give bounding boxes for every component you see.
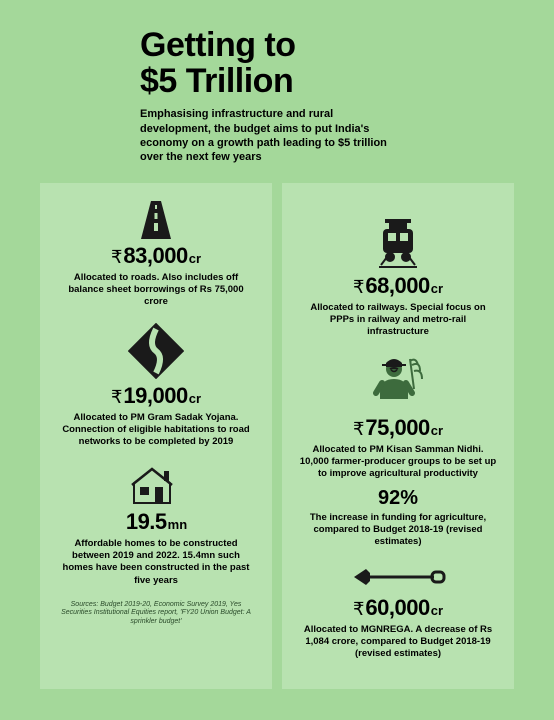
page-subtitle: Emphasising infrastructure and rural dev… (140, 107, 400, 164)
percent-description: The increase in funding for agriculture,… (298, 512, 498, 549)
amount-unit: cr (189, 391, 201, 406)
item-description: Allocated to PM Kisan Samman Nidhi. 10,0… (298, 444, 498, 481)
rupee-symbol: ₹ (111, 247, 122, 268)
rupee-symbol: ₹ (353, 277, 364, 298)
left-column: ₹ 83,000 cr Allocated to roads. Also inc… (40, 183, 272, 689)
percent-value: 92% (298, 487, 498, 510)
item-description: Allocated to railways. Special focus on … (298, 302, 498, 339)
amount-unit: cr (189, 251, 201, 266)
rupee-symbol: ₹ (353, 599, 364, 620)
roads-item: ₹ 83,000 cr Allocated to roads. Also inc… (56, 197, 256, 309)
amount-value: 83,000 (123, 243, 187, 269)
item-description: Allocated to roads. Also includes off ba… (56, 272, 256, 309)
amount-value: 75,000 (365, 415, 429, 441)
amount-value: 60,000 (365, 595, 429, 621)
road-icon (56, 197, 256, 239)
rupee-symbol: ₹ (111, 387, 122, 408)
diamond-road-icon (56, 323, 256, 379)
house-icon (56, 463, 256, 505)
amount-value: 19.5 (126, 509, 167, 535)
page-title: Getting to $5 Trillion (140, 28, 514, 99)
pmgsy-item: ₹ 19,000 cr Allocated to PM Gram Sadak Y… (56, 323, 256, 449)
item-description: Allocated to PM Gram Sadak Yojana. Conne… (56, 412, 256, 449)
content-columns: ₹ 83,000 cr Allocated to roads. Also inc… (40, 183, 514, 689)
housing-item: 19.5 mn Affordable homes to be construct… (56, 463, 256, 587)
rupee-symbol: ₹ (353, 419, 364, 440)
item-description: Affordable homes to be constructed betwe… (56, 538, 256, 587)
amount-unit: cr (431, 603, 443, 618)
shovel-icon (298, 563, 498, 591)
railways-item: ₹ 68,000 cr Allocated to railways. Speci… (298, 217, 498, 339)
train-icon (298, 217, 498, 269)
header: Getting to $5 Trillion Emphasising infra… (140, 28, 514, 165)
item-description: Allocated to MGNREGA. A decrease of Rs 1… (298, 624, 498, 661)
sources-text: Sources: Budget 2019-20, Economic Survey… (56, 601, 256, 626)
amount-value: 19,000 (123, 383, 187, 409)
amount-value: 68,000 (365, 273, 429, 299)
amount-unit: mn (168, 517, 188, 532)
mgnrega-item: ₹ 60,000 cr Allocated to MGNREGA. A decr… (298, 563, 498, 661)
farmer-icon (298, 353, 498, 411)
farmer-item: ₹ 75,000 cr Allocated to PM Kisan Samman… (298, 353, 498, 549)
amount-unit: cr (431, 281, 443, 296)
amount-unit: cr (431, 423, 443, 438)
right-column: ₹ 68,000 cr Allocated to railways. Speci… (282, 183, 514, 689)
